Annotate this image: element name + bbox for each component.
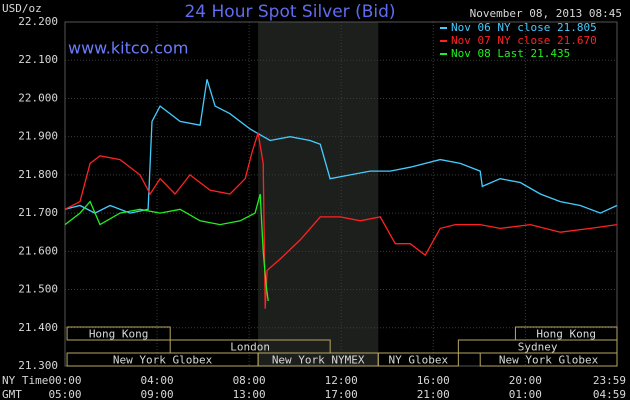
y-tick-label: 22.000 [18,91,58,104]
x2-tick-label: 09:00 [141,388,174,400]
session-label: Sydney [518,341,558,354]
legend-label: Nov 08 Last 21.435 [451,47,570,60]
y-tick-label: 22.200 [18,15,58,28]
session-label: New York Globex [499,354,599,367]
session-highlight [258,22,379,366]
y-tick-label: 21.400 [18,321,58,334]
price-line [64,132,617,309]
x-tick-label: 04:00 [141,374,174,387]
plot-area [64,21,618,367]
legend-label: Nov 06 NY close 21.805 [451,21,597,34]
x-tick-label: 23:59 [593,374,626,387]
session-bar [66,326,171,341]
session-label: New York NYMEX [272,354,365,367]
price-line [64,193,269,302]
website: www.kitco.com [68,39,188,58]
x2-tick-label: 05:00 [48,388,81,400]
y-axis-label: USD/oz [2,2,42,15]
y-tick-label: 21.900 [18,130,58,143]
session-label: NY Globex [388,354,448,367]
x-tick-label: 12:00 [325,374,358,387]
x2-axis-label: GMT [2,388,22,400]
session-label: London [230,341,270,354]
chart-title: 24 Hour Spot Silver (Bid) [184,2,395,22]
y-tick-label: 21.300 [18,359,58,372]
y-tick-label: 21.500 [18,283,58,296]
session-label: New York Globex [113,354,213,367]
x2-tick-label: 17:00 [325,388,358,400]
x-tick-label: 20:00 [509,374,542,387]
timestamp: November 08, 2013 08:45 [470,7,622,20]
x2-tick-label: 04:59 [593,388,626,400]
x-tick-label: 16:00 [417,374,450,387]
x2-tick-label: 13:00 [233,388,266,400]
session-label: Hong Kong [536,328,596,341]
legend-label: Nov 07 NY close 21.670 [451,34,597,47]
x2-tick-label: 01:00 [509,388,542,400]
y-tick-label: 21.600 [18,244,58,257]
session-label: Hong Kong [89,328,149,341]
y-tick-label: 21.800 [18,168,58,181]
x-axis-label: NY Time [2,374,48,387]
y-tick-label: 22.100 [18,53,58,66]
x-tick-label: 00:00 [48,374,81,387]
x-tick-label: 08:00 [233,374,266,387]
y-tick-label: 21.700 [18,206,58,219]
session-bar [479,352,618,367]
x2-tick-label: 21:00 [417,388,450,400]
price-line [64,79,618,214]
session-bar [377,352,459,367]
